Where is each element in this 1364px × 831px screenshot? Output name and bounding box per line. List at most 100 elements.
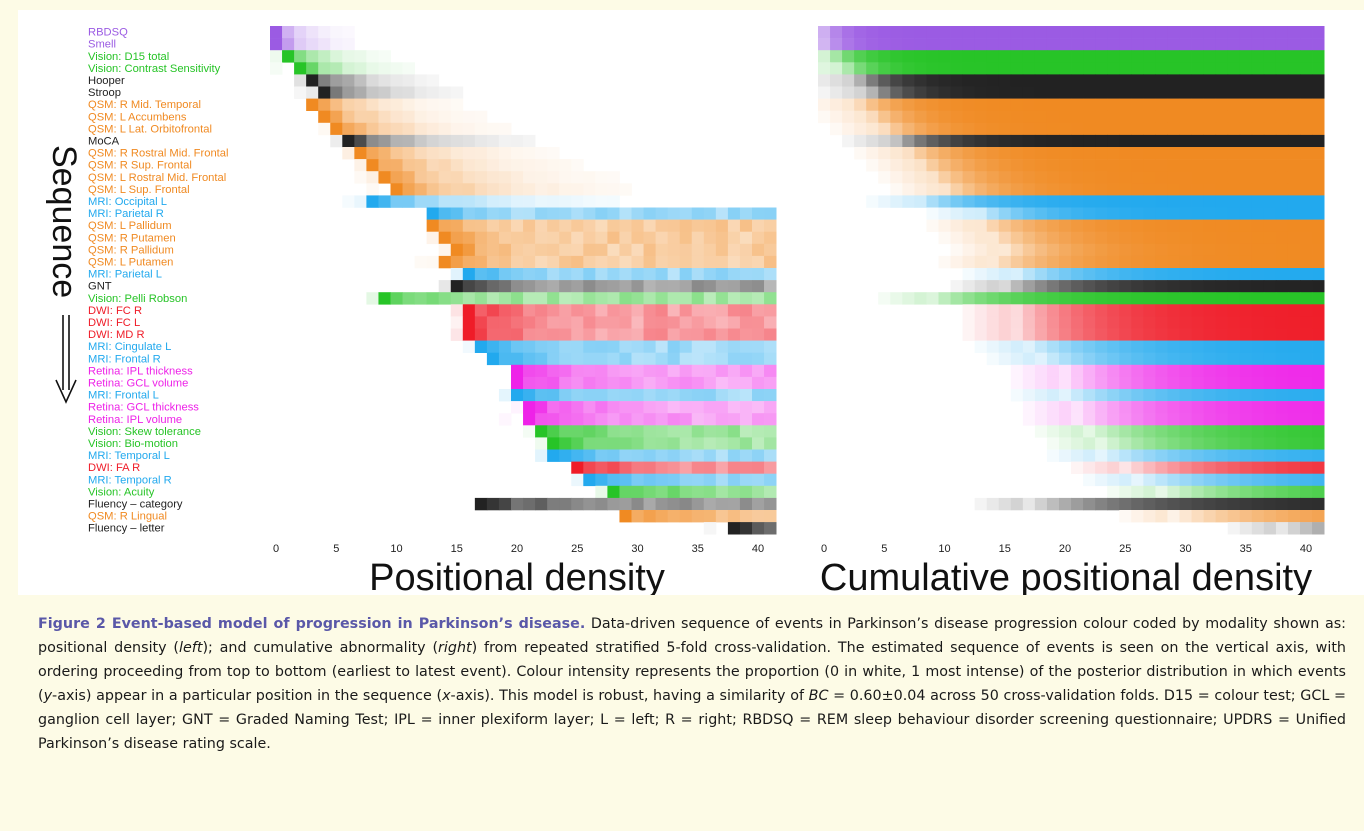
density-cell: [462, 110, 476, 124]
cumulative-cell: [878, 62, 891, 75]
cumulative-cell: [1179, 98, 1192, 111]
density-cell: [498, 292, 512, 305]
density-cell: [655, 340, 669, 353]
cumulative-cell: [902, 195, 915, 208]
cumulative-cell: [1155, 86, 1168, 99]
cumulative-cell: [962, 255, 976, 269]
cumulative-cell: [1167, 425, 1180, 438]
density-cell: [402, 74, 415, 87]
cumulative-cell: [1312, 195, 1325, 208]
cumulative-cell: [878, 171, 891, 184]
density-cell: [498, 280, 512, 293]
density-cell: [450, 183, 464, 196]
cumulative-cell: [1046, 207, 1060, 220]
cumulative-cell: [1131, 110, 1144, 124]
density-cell: [559, 340, 572, 353]
cumulative-cell: [1227, 122, 1241, 136]
cumulative-cell: [1119, 195, 1132, 208]
density-cell: [402, 122, 415, 136]
cumulative-cell: [1191, 364, 1204, 378]
density-cell: [450, 280, 464, 293]
cumulative-cell: [1227, 255, 1241, 269]
cumulative-cell: [986, 316, 1000, 329]
cumulative-cell: [1131, 304, 1144, 317]
density-cell: [511, 376, 524, 390]
density-cell: [535, 171, 548, 184]
density-cell: [270, 38, 283, 51]
density-cell: [450, 328, 464, 341]
cumulative-cell: [1059, 437, 1072, 450]
cumulative-cell: [986, 50, 1000, 63]
cumulative-cell: [998, 292, 1012, 305]
cumulative-cell: [962, 147, 976, 160]
density-cell: [486, 292, 500, 305]
cumulative-cell: [1239, 352, 1253, 366]
cumulative-cell: [998, 243, 1012, 257]
density-cell: [571, 425, 584, 438]
cumulative-cell: [1167, 376, 1180, 390]
cumulative-cell: [938, 171, 951, 184]
cumulative-cell: [1119, 485, 1132, 499]
density-cell: [667, 425, 681, 438]
density-cell: [474, 280, 488, 293]
cumulative-cell: [902, 122, 915, 136]
cumulative-cell: [1203, 110, 1217, 124]
density-cell: [752, 461, 765, 474]
cumulative-cell: [1275, 316, 1289, 329]
density-cell: [426, 255, 440, 269]
cumulative-cell: [998, 231, 1012, 245]
cumulative-cell: [1203, 473, 1217, 487]
cumulative-cell: [1022, 304, 1036, 317]
cumulative-cell: [1059, 328, 1072, 341]
density-cell: [559, 219, 572, 232]
cumulative-cell: [938, 147, 951, 160]
cumulative-cell: [1227, 183, 1241, 196]
cumulative-cell: [1155, 328, 1168, 341]
density-cell: [414, 147, 428, 160]
cumulative-cell: [1251, 62, 1265, 75]
cumulative-cell: [1263, 255, 1277, 269]
density-cell: [715, 255, 729, 269]
cumulative-cell: [938, 159, 951, 172]
cumulative-cell: [1191, 413, 1204, 426]
cumulative-cell: [1119, 352, 1132, 366]
density-cell: [535, 401, 548, 414]
density-cell: [498, 134, 512, 148]
cumulative-cell: [1275, 38, 1289, 51]
density-cell: [571, 389, 584, 402]
cumulative-cell: [1107, 74, 1120, 87]
density-cell: [523, 268, 536, 281]
cumulative-cell: [1131, 473, 1144, 487]
cumulative-cell: [1227, 304, 1241, 317]
density-cell: [583, 497, 596, 511]
cumulative-cell: [1107, 122, 1120, 136]
density-cell: [270, 62, 283, 75]
density-cell: [764, 268, 777, 281]
cumulative-cell: [1022, 352, 1036, 366]
density-cell: [523, 328, 536, 341]
cumulative-cell: [1179, 147, 1192, 160]
density-cell: [595, 243, 608, 257]
density-cell: [571, 159, 584, 172]
cumulative-cell: [986, 62, 1000, 75]
cumulative-cell: [1059, 122, 1072, 136]
density-cell: [583, 328, 596, 341]
cumulative-cell: [1010, 231, 1024, 245]
density-cell: [462, 255, 476, 269]
cumulative-cell: [914, 159, 927, 172]
cumulative-cell: [1131, 510, 1144, 523]
density-cell: [703, 280, 717, 293]
density-cell: [511, 316, 524, 329]
density-cell: [402, 183, 415, 196]
cumulative-cell: [1143, 340, 1156, 353]
density-cell: [607, 219, 620, 232]
density-cell: [523, 255, 536, 269]
cumulative-cell: [1059, 231, 1072, 245]
cumulative-cell: [1022, 38, 1036, 51]
cumulative-cell: [1167, 171, 1180, 184]
cumulative-cell: [1167, 352, 1180, 366]
density-cell: [752, 413, 765, 426]
density-cell: [474, 159, 488, 172]
cumulative-cell: [1095, 425, 1108, 438]
density-cell: [655, 328, 669, 341]
